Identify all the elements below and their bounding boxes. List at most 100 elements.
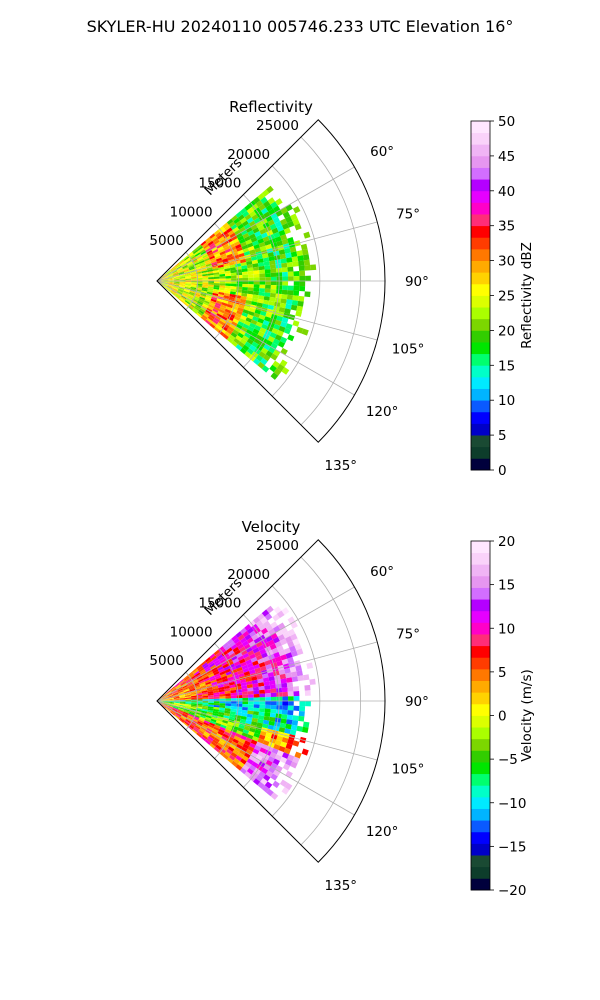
data-cell [223,246,230,251]
colorbar-tick-label: 0 [498,709,507,725]
data-cell [252,683,259,688]
colorbar-label: Velocity (m/s) [519,669,535,762]
colorbar-band [471,318,490,331]
data-cell [267,219,275,227]
data-cell [223,712,230,717]
data-cell [259,269,266,274]
data-cell [280,321,288,328]
data-cell [242,210,250,218]
data-cell [228,221,236,228]
data-cell [179,701,186,703]
data-cell [181,714,188,719]
data-cell [180,681,187,686]
angular-grid-line [156,221,378,282]
data-cell [246,716,253,722]
data-cell [219,271,226,275]
data-cell [185,701,192,704]
data-cell [172,691,179,695]
data-cell [285,652,293,659]
data-cell [177,689,184,693]
data-cell [240,326,248,333]
data-cell [216,322,224,328]
data-cell [213,698,220,701]
data-cell [172,288,178,292]
data-cell [285,723,292,730]
data-cell [167,274,174,278]
data-cell [232,722,240,728]
data-cell [240,217,247,224]
data-cell [229,713,236,718]
data-cell [230,692,237,696]
data-cell [213,726,220,731]
data-cell [174,263,181,268]
data-cell [229,293,236,298]
data-cell [290,633,298,641]
data-cell [178,272,185,275]
data-cell [193,726,200,732]
data-cell [243,251,251,256]
data-cell [236,275,243,279]
data-cell [162,697,168,700]
data-cell [177,709,184,713]
data-cell [178,708,185,711]
data-cell [183,267,189,271]
data-cell [259,245,267,252]
data-cell [258,351,266,359]
data-cell [281,787,290,795]
data-cell [257,781,265,789]
data-cell [218,728,225,734]
data-cell [276,225,284,232]
data-cell [260,196,268,204]
data-cell [166,691,172,695]
data-cell [212,728,219,734]
data-cell [226,218,234,225]
data-cell [187,715,193,720]
data-cell [167,285,173,289]
data-cell [253,663,260,670]
data-cell [200,250,207,256]
data-cell [248,245,255,252]
data-cell [191,309,198,314]
data-cell [259,310,267,317]
data-cell [250,751,258,758]
data-cell [231,278,237,281]
data-cell [236,695,243,699]
colorbar-band [471,446,490,459]
data-cell [215,302,222,307]
data-cell [219,691,226,695]
data-cell [270,353,278,361]
data-cell [167,694,173,697]
data-cell [246,217,254,224]
data-cell [249,653,256,660]
data-cell [211,681,218,686]
data-cell [282,281,289,286]
data-cell [183,676,190,681]
data-cell [264,708,271,713]
data-cell [264,646,272,653]
data-cell [267,234,275,241]
data-cell [201,270,208,274]
data-cell [242,277,249,281]
data-cell [238,252,245,258]
data-cell [255,200,264,208]
colorbar-tick-label: 50 [498,114,515,130]
data-cell [191,282,197,284]
data-cell [275,765,283,773]
data-cell [172,690,178,694]
data-cell [227,326,235,332]
data-cell [179,285,185,288]
data-cell [203,720,210,725]
data-cell [245,646,253,653]
data-cell [247,284,254,288]
data-cell [262,719,270,725]
data-cell [196,255,203,260]
data-cell [290,213,298,221]
data-cell [283,327,291,335]
data-cell [191,668,198,673]
data-cell [223,715,230,719]
data-cell [251,634,259,641]
data-cell [183,709,190,713]
data-cell [172,270,178,274]
data-cell [192,669,199,675]
data-cell [167,693,173,697]
